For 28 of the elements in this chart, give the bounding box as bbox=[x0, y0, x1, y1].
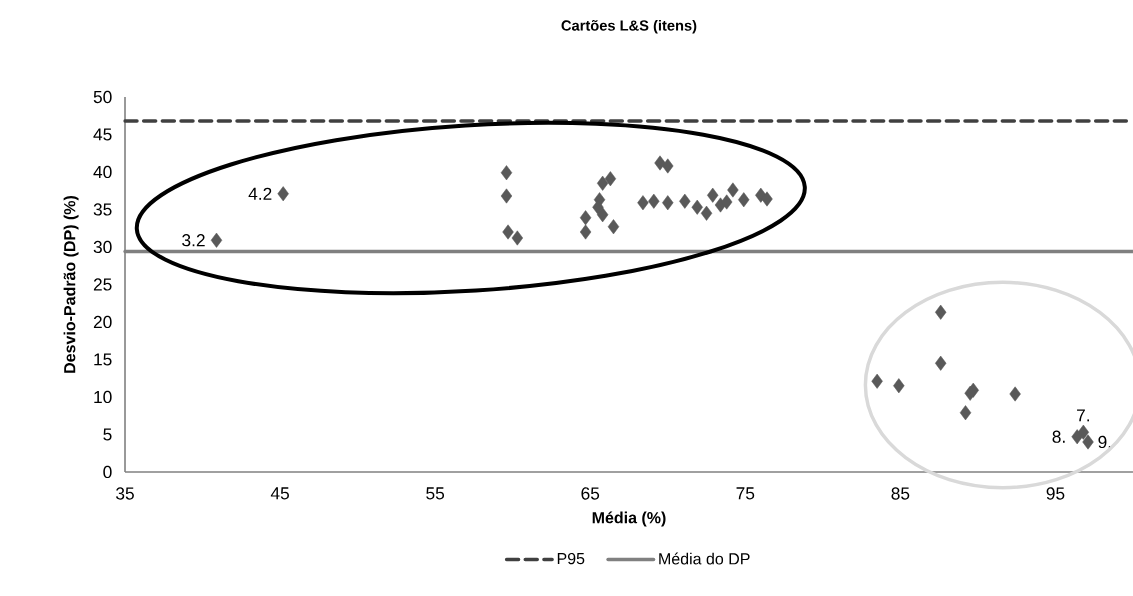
y-tick-label: 40 bbox=[93, 165, 112, 179]
chart-title: Cartões L&S (itens) bbox=[561, 19, 697, 34]
annotation: 4.2 bbox=[248, 187, 272, 200]
y-tick-label: 15 bbox=[94, 353, 112, 366]
x-tick-label: 35 bbox=[116, 487, 134, 500]
annotation: 9. bbox=[1098, 435, 1111, 449]
y-tick-label: 45 bbox=[93, 128, 112, 141]
legend-label: Média do DP bbox=[659, 552, 750, 565]
y-tick-label: 25 bbox=[93, 278, 112, 291]
y-tick-label: 35 bbox=[93, 203, 112, 216]
annotation: 8. bbox=[1052, 430, 1065, 443]
x-tick-label: 85 bbox=[891, 487, 910, 500]
y-tick-label: 30 bbox=[93, 240, 112, 254]
annotation: 7. bbox=[1077, 409, 1090, 422]
y-tick-label: 20 bbox=[93, 315, 112, 329]
x-tick-label: 95 bbox=[1046, 487, 1065, 500]
x-tick-label: 45 bbox=[270, 487, 289, 500]
x-tick-label: 75 bbox=[736, 487, 755, 500]
annotation: 3.2 bbox=[182, 234, 205, 247]
x-tick-label: 65 bbox=[581, 487, 600, 500]
x-axis-title: Média (%) bbox=[592, 511, 666, 527]
legend-label: P95 bbox=[557, 552, 585, 565]
y-tick-label: 5 bbox=[103, 428, 112, 441]
x-tick-label: 55 bbox=[426, 487, 445, 500]
y-tick-label: 50 bbox=[93, 90, 112, 104]
y-tick-label: 0 bbox=[103, 465, 112, 479]
y-tick-label: 10 bbox=[94, 390, 112, 404]
y-axis-title: Desvio-Padrão (DP) (%) bbox=[63, 195, 79, 373]
